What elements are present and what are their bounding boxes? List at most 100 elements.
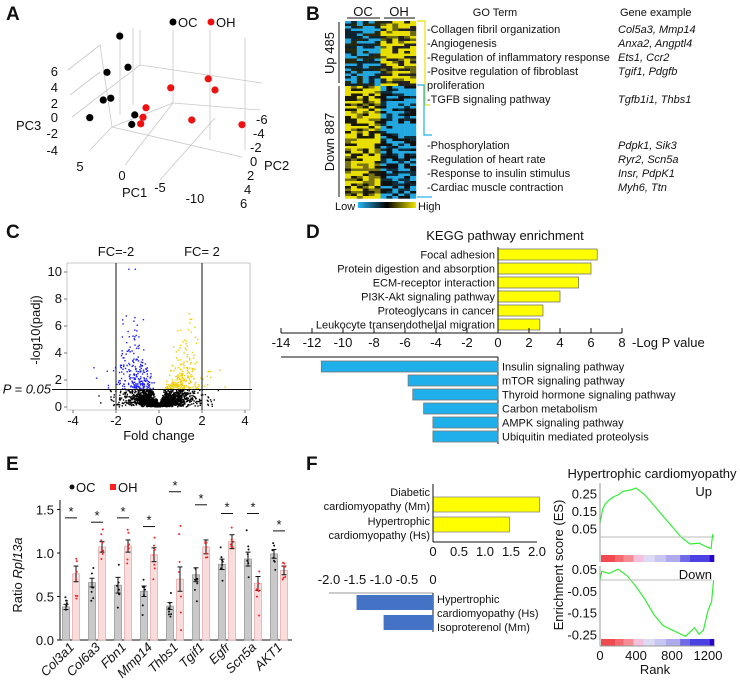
replicate-point bbox=[195, 600, 198, 603]
volcano-point-up bbox=[194, 383, 196, 386]
heatmap-cell bbox=[392, 163, 399, 167]
heatmap-cell bbox=[345, 143, 352, 147]
pca-point-oh bbox=[137, 120, 145, 128]
replicate-point bbox=[170, 613, 173, 616]
heatmap-cell bbox=[404, 48, 411, 52]
volcano-point-down bbox=[119, 366, 122, 368]
volcano-point-ns bbox=[113, 404, 115, 407]
volcano-point-ns bbox=[140, 396, 142, 398]
volcano-point-down bbox=[127, 330, 129, 333]
volcano-point-ns bbox=[119, 398, 122, 401]
heatmap-cell bbox=[392, 41, 399, 44]
volcano-point-ns bbox=[122, 402, 124, 404]
volcano-point-down bbox=[122, 368, 124, 370]
heatmap-cell bbox=[398, 121, 405, 124]
heatmap-cell bbox=[368, 128, 375, 132]
volcano-point-ns bbox=[177, 405, 179, 408]
heatmap-cell bbox=[392, 111, 399, 114]
heatmap-cell bbox=[392, 83, 399, 87]
volcano-point-up bbox=[175, 386, 177, 388]
panel-label-f: F bbox=[306, 454, 318, 475]
heatmap-cell bbox=[362, 116, 369, 119]
volcano-point-ns bbox=[176, 396, 178, 398]
heatmap-cell bbox=[392, 76, 399, 79]
replicate-point bbox=[230, 526, 233, 529]
volcano-point-down bbox=[140, 361, 143, 363]
volcano-point-ns bbox=[147, 395, 150, 397]
heatmap-cell bbox=[386, 28, 393, 32]
volcano-point-ns bbox=[161, 405, 164, 408]
heatmap-cell bbox=[380, 88, 387, 92]
volcano-point-ns bbox=[175, 389, 178, 391]
volcano-point-down bbox=[143, 378, 146, 380]
volcano-point-ns bbox=[161, 398, 164, 401]
x-tick-label: -6 bbox=[399, 335, 411, 350]
volcano-point-ns bbox=[118, 398, 121, 400]
volcano-point-up bbox=[177, 387, 179, 390]
heatmap-cell bbox=[398, 148, 405, 152]
heatmap-cell bbox=[386, 98, 393, 102]
replicate-point bbox=[117, 563, 120, 566]
pc3-tick: 0 bbox=[51, 110, 58, 125]
heatmap-cell bbox=[362, 73, 369, 77]
gsea-direction-label: Down bbox=[679, 567, 712, 582]
heatmap-cell bbox=[410, 96, 417, 99]
heatmap-cell bbox=[356, 148, 363, 152]
heatmap-column-oc: OC bbox=[353, 4, 373, 19]
replicate-point bbox=[64, 596, 67, 599]
volcano-point-ns bbox=[127, 399, 130, 401]
volcano-point-ns bbox=[153, 400, 156, 402]
heatmap-cell bbox=[386, 106, 393, 109]
volcano-point-ns bbox=[150, 394, 152, 396]
heatmap-cell bbox=[374, 73, 381, 77]
volcano-point-ns bbox=[167, 389, 169, 392]
heatmap-cell bbox=[356, 181, 363, 184]
x-tick-label: 6 bbox=[587, 335, 594, 350]
heatmap-cell bbox=[410, 133, 417, 137]
heatmap-cell bbox=[386, 153, 393, 157]
heatmap-cell bbox=[410, 128, 417, 132]
pc3-tick: 6 bbox=[51, 64, 58, 79]
volcano-point-ns bbox=[150, 403, 152, 405]
volcano-point-down bbox=[143, 383, 145, 386]
volcano-point-ns bbox=[144, 394, 146, 396]
volcano-point-up bbox=[177, 359, 179, 361]
volcano-point-ns bbox=[146, 395, 149, 397]
heatmap-cell bbox=[362, 193, 369, 197]
heatmap-cell bbox=[345, 168, 352, 172]
rank-colorbar-segment bbox=[601, 639, 616, 646]
volcano-point-ns bbox=[124, 392, 126, 395]
heatmap-cell bbox=[398, 86, 405, 89]
heatmap-cell bbox=[392, 68, 399, 72]
volcano-point-ns bbox=[136, 401, 139, 403]
volcano-point-up bbox=[172, 387, 175, 389]
pc3-tick: -4 bbox=[46, 143, 58, 158]
heatmap-cell bbox=[398, 113, 405, 117]
heatmap-cell bbox=[386, 26, 393, 29]
volcano-point-down bbox=[132, 377, 134, 379]
volcano-point-ns bbox=[152, 403, 154, 406]
heatmap-cell bbox=[374, 131, 381, 134]
x-tick-label: 1.0 bbox=[476, 544, 494, 559]
heatmap-cell bbox=[345, 106, 352, 109]
replicate-point bbox=[247, 548, 250, 551]
volcano-point-up bbox=[202, 378, 204, 380]
volcano-point-ns bbox=[180, 391, 182, 393]
volcano-point-up bbox=[208, 370, 210, 373]
y-tick-label: 0.15 bbox=[572, 504, 597, 519]
volcano-point-up bbox=[166, 388, 168, 390]
replicate-point bbox=[220, 567, 223, 570]
volcano-point-ns bbox=[167, 405, 170, 407]
heatmap-cell bbox=[368, 188, 375, 192]
heatmap-cell bbox=[368, 46, 375, 49]
x-tick-label: -2 bbox=[110, 413, 122, 428]
heatmap-cell bbox=[404, 51, 411, 54]
volcano-point-down bbox=[148, 383, 151, 386]
replicate-point bbox=[100, 533, 103, 536]
volcano-point-down bbox=[134, 377, 136, 379]
replicate-point bbox=[101, 549, 104, 552]
heatmap-cell bbox=[410, 163, 417, 167]
heatmap-cell bbox=[356, 91, 363, 94]
volcano-point-ns bbox=[123, 392, 126, 394]
volcano-point-up bbox=[169, 384, 171, 386]
